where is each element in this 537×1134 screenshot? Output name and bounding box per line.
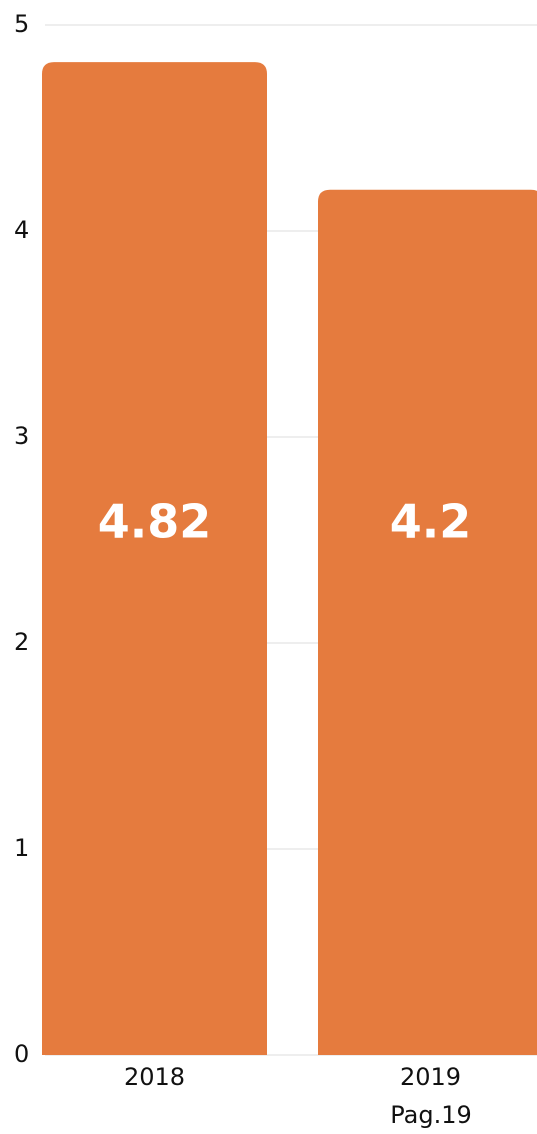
- y-tick-label: 0: [14, 1040, 29, 1068]
- bar: [42, 62, 267, 1055]
- y-tick-label: 3: [14, 422, 29, 450]
- data-label: 4.2: [390, 495, 472, 549]
- y-tick-label: 5: [14, 10, 29, 38]
- bar: [318, 189, 537, 1055]
- x-tick-label: 2019: [400, 1063, 461, 1091]
- y-tick-label: 4: [14, 216, 29, 244]
- data-label: 4.82: [98, 495, 212, 549]
- annotation: Pag.19: [390, 1101, 472, 1129]
- x-tick-label: 2018: [124, 1063, 185, 1091]
- y-tick-label: 1: [14, 834, 29, 862]
- y-tick-label: 2: [14, 628, 29, 656]
